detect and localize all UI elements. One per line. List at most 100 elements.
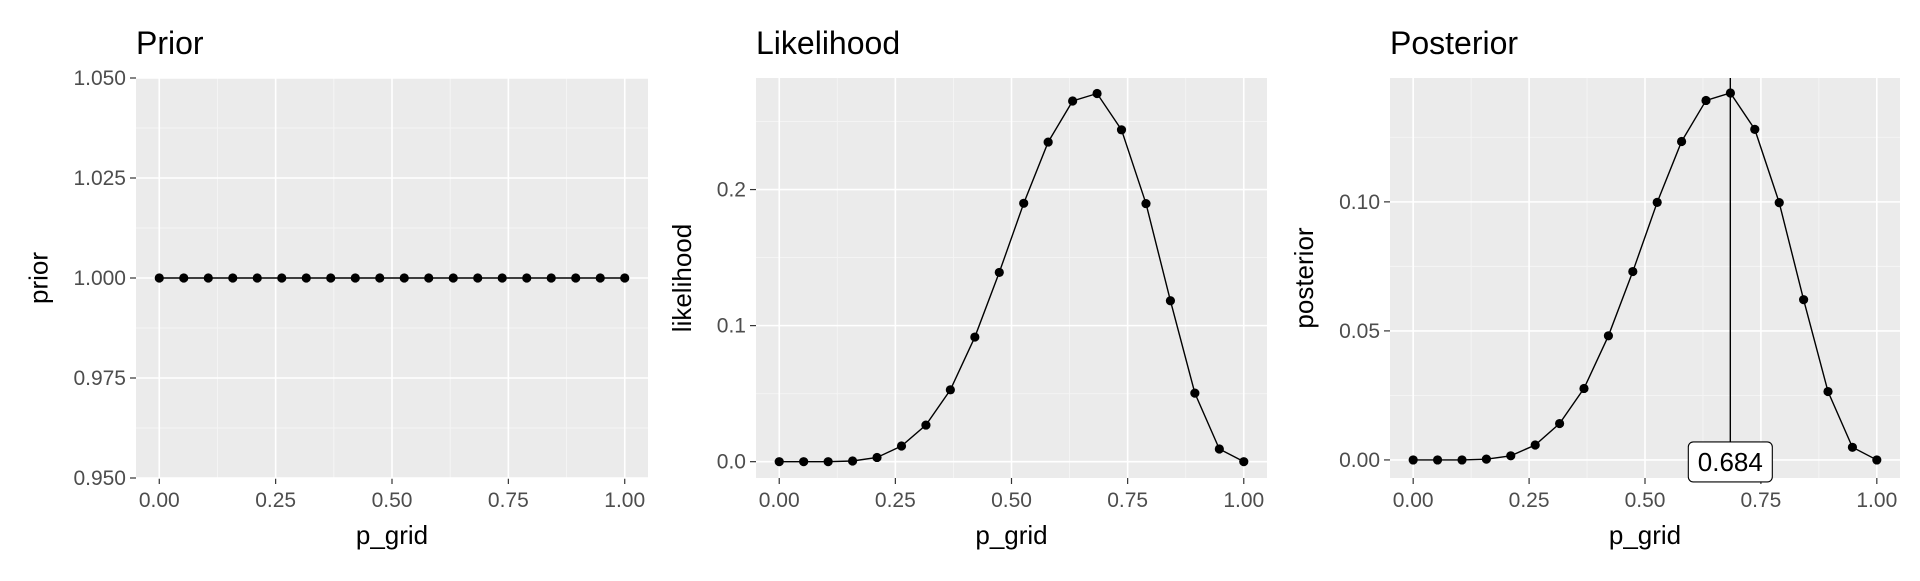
x-tick-label: 0.25 — [255, 489, 296, 512]
data-point — [1068, 96, 1078, 106]
x-tick-label: 0.00 — [759, 489, 800, 512]
data-point — [1847, 442, 1858, 452]
data-point — [1019, 198, 1029, 208]
data-point — [872, 452, 882, 463]
data-point — [350, 273, 360, 283]
y-tick-label: 0.975 — [73, 367, 126, 390]
plot-title: Posterior — [1390, 25, 1518, 61]
data-point — [228, 273, 238, 283]
x-axis-title: p_grid — [975, 520, 1047, 550]
data-point — [994, 267, 1004, 278]
y-tick-label: 0.0 — [717, 451, 746, 474]
panel-3: 0.00 0.25 0.50 0.75 1.00 0.00 0.05 0.10 0.684 Pos… — [1289, 25, 1900, 550]
data-point — [1092, 88, 1102, 99]
data-point — [1774, 198, 1784, 208]
data-point — [823, 457, 833, 467]
plot-title: Likelihood — [756, 25, 900, 61]
y-axis-title: posterior — [1289, 227, 1319, 328]
data-point — [1750, 124, 1760, 134]
data-point — [1239, 457, 1249, 467]
x-axis-title: p_grid — [1609, 520, 1681, 550]
data-point — [1165, 296, 1176, 306]
plot-title: Prior — [136, 25, 204, 61]
x-tick-label: 0.00 — [139, 489, 180, 512]
data-point — [1823, 386, 1833, 397]
y-tick-label: 0.1 — [717, 315, 746, 338]
y-tick-label: 1.050 — [73, 67, 126, 90]
y-tick-label: 1.025 — [73, 167, 126, 190]
x-tick-label: 0.75 — [1107, 489, 1148, 512]
data-point — [1872, 455, 1882, 465]
data-point — [571, 273, 581, 283]
data-point — [424, 273, 434, 283]
data-point — [473, 273, 483, 283]
data-point — [847, 456, 858, 466]
data-point — [945, 385, 955, 395]
data-point — [1506, 451, 1516, 461]
y-tick-label: 0.05 — [1339, 320, 1380, 343]
data-point — [1432, 455, 1443, 465]
y-tick-label: 0.2 — [717, 179, 746, 202]
panel-1: 0.00 0.25 0.50 0.75 1.00 0.950 0.975 1.000 1.025… — [24, 25, 648, 550]
data-point — [399, 273, 409, 283]
data-point — [546, 273, 556, 283]
x-tick-label: 1.00 — [604, 489, 645, 512]
x-tick-label: 0.50 — [991, 489, 1032, 512]
data-point — [1530, 440, 1540, 450]
annotation-box — [1687, 441, 1773, 483]
data-point — [154, 273, 164, 283]
x-tick-label: 0.50 — [372, 489, 413, 512]
x-axis-title: p_grid — [356, 520, 428, 550]
y-tick-label: 1.000 — [73, 267, 126, 290]
data-point — [1116, 125, 1127, 135]
panel-2: 0.00 0.25 0.50 0.75 1.00 0.0 0.1 0.2 Likelihood p… — [667, 25, 1267, 550]
data-point — [1652, 197, 1662, 207]
data-point — [252, 273, 262, 283]
data-point — [1799, 295, 1809, 305]
data-point — [326, 273, 336, 283]
data-point — [1579, 383, 1589, 394]
data-point — [1628, 266, 1638, 277]
data-point — [497, 273, 507, 283]
x-tick-label: 0.25 — [875, 489, 916, 512]
data-point — [799, 457, 809, 467]
data-point — [375, 273, 385, 283]
data-point — [620, 273, 630, 283]
data-point — [1408, 455, 1418, 465]
y-tick-label: 0.10 — [1339, 191, 1380, 214]
data-point — [1554, 418, 1565, 429]
y-tick-label: 0.950 — [73, 467, 126, 490]
data-point — [921, 420, 931, 430]
data-point — [522, 273, 532, 283]
data-point — [595, 273, 605, 283]
data-point — [1603, 331, 1614, 341]
data-point — [1676, 136, 1687, 147]
x-tick-label: 0.50 — [1625, 489, 1666, 512]
data-point — [896, 441, 907, 451]
x-tick-label: 0.00 — [1393, 489, 1434, 512]
x-tick-label: 1.00 — [1223, 489, 1264, 512]
data-point — [1043, 137, 1053, 147]
data-point — [179, 273, 189, 283]
data-point — [1701, 95, 1711, 106]
x-tick-label: 0.75 — [488, 489, 529, 512]
data-point — [1141, 198, 1151, 209]
data-point — [1481, 454, 1491, 464]
data-point — [970, 332, 980, 342]
y-axis-title: likelihood — [667, 224, 697, 332]
x-tick-label: 0.25 — [1509, 489, 1550, 512]
data-point — [277, 273, 287, 283]
data-point — [1190, 388, 1200, 398]
data-point — [203, 273, 213, 283]
y-axis-title: prior — [24, 252, 54, 304]
data-point — [1457, 455, 1467, 465]
data-point — [774, 457, 784, 467]
data-point — [448, 273, 458, 283]
x-tick-label: 0.75 — [1740, 489, 1781, 512]
x-tick-label: 1.00 — [1856, 489, 1897, 512]
y-tick-label: 0.00 — [1339, 449, 1380, 472]
data-point — [1214, 444, 1224, 454]
annotation-label: 0.684 — [1698, 447, 1763, 477]
